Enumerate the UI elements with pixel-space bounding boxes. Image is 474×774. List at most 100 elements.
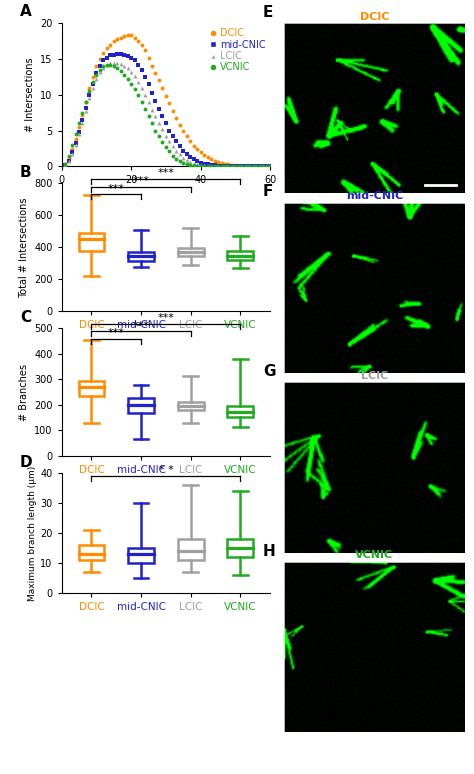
Point [256, 160, 264, 173]
Point [249, 160, 256, 173]
Point [225, 158, 232, 170]
Point [124, 73, 131, 85]
Point [186, 151, 194, 163]
Point [134, 35, 142, 47]
Point [145, 51, 152, 63]
Point [201, 149, 208, 161]
Point [256, 160, 264, 173]
Point [165, 98, 173, 110]
Point [141, 103, 149, 115]
Point [152, 125, 159, 137]
Point [173, 152, 180, 165]
Text: ***: *** [157, 313, 174, 323]
Point [65, 155, 73, 167]
Point [263, 160, 271, 173]
Text: F: F [263, 184, 273, 200]
Point [207, 160, 215, 173]
Point [117, 58, 125, 70]
Point [259, 160, 267, 173]
Point [128, 66, 135, 78]
Point [256, 160, 264, 173]
Point [128, 78, 135, 91]
Point [159, 136, 166, 149]
Point [92, 73, 100, 85]
Point [138, 81, 146, 94]
Point [176, 156, 183, 168]
Point [197, 159, 204, 172]
Text: ***: *** [133, 176, 149, 186]
Point [173, 111, 180, 124]
Point [242, 160, 250, 173]
Point [82, 96, 90, 108]
Point [232, 159, 239, 172]
Point [173, 135, 180, 148]
Point [249, 160, 256, 173]
Point [228, 160, 236, 173]
Point [253, 160, 260, 173]
Point [263, 160, 271, 173]
Text: ***: *** [108, 328, 125, 338]
Point [266, 160, 274, 173]
Point [238, 159, 246, 172]
Point [207, 159, 215, 172]
Point [141, 89, 149, 101]
Point [256, 160, 264, 173]
Point [75, 126, 83, 139]
Point [186, 156, 194, 168]
Point [235, 160, 243, 173]
Point [242, 159, 250, 172]
Point [113, 33, 121, 45]
Bar [128, 548, 154, 563]
Point [72, 133, 79, 146]
Point [169, 149, 177, 162]
Y-axis label: Total # Intersections: Total # Intersections [18, 197, 28, 297]
Point [110, 57, 118, 69]
Point [107, 57, 114, 70]
Point [110, 49, 118, 61]
Point [100, 61, 107, 74]
Point [221, 160, 229, 173]
Point [218, 156, 225, 169]
Point [103, 59, 110, 71]
Point [100, 60, 107, 73]
Point [100, 47, 107, 60]
Point [120, 30, 128, 43]
Point [155, 74, 163, 87]
Point [183, 130, 191, 142]
Point [228, 159, 236, 171]
Point [165, 125, 173, 137]
Point [82, 96, 90, 108]
Point [120, 60, 128, 73]
Point [242, 160, 250, 173]
Point [211, 160, 219, 173]
Point [100, 54, 107, 67]
Text: DCIC: DCIC [360, 12, 389, 22]
Text: G: G [263, 364, 275, 379]
Point [152, 110, 159, 122]
Point [107, 59, 114, 71]
Point [183, 148, 191, 160]
Point [86, 81, 93, 94]
Point [169, 130, 177, 142]
Point [89, 70, 97, 83]
Point [186, 159, 194, 171]
Text: VCNIC: VCNIC [356, 550, 393, 560]
Point [65, 149, 73, 162]
Point [155, 118, 163, 130]
Bar [128, 252, 154, 261]
Point [235, 160, 243, 173]
Point [145, 78, 152, 91]
Point [246, 160, 253, 173]
Point [117, 48, 125, 60]
Point [211, 160, 219, 173]
Point [134, 59, 142, 71]
Point [141, 70, 149, 83]
Point [259, 160, 267, 173]
Point [89, 76, 97, 88]
Text: C: C [20, 310, 31, 325]
Point [169, 104, 177, 117]
Point [204, 158, 211, 170]
Point [113, 62, 121, 74]
Point [266, 160, 274, 173]
Point [165, 146, 173, 158]
